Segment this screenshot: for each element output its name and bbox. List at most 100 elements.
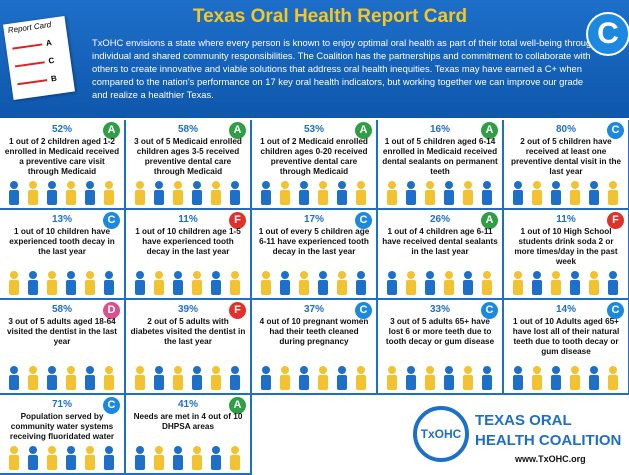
description: 2 out of 5 children have received at lea… (508, 137, 624, 177)
icon-row (130, 365, 246, 391)
line (17, 79, 47, 85)
person-icon (261, 280, 271, 295)
indicator-card: 39%F2 out of 5 adults with diabetes visi… (126, 300, 252, 395)
person-icon (532, 280, 542, 295)
person-icon (464, 366, 472, 374)
person-icon (608, 190, 618, 205)
person-icon (514, 181, 522, 189)
person-icon (174, 271, 182, 279)
icon-row (382, 180, 498, 206)
grade-letter: A (45, 38, 52, 48)
description: Population served by community water sys… (4, 412, 120, 442)
person-icon (47, 455, 57, 470)
person-icon (262, 181, 270, 189)
person-icon (357, 181, 365, 189)
person-icon (262, 271, 270, 279)
person-icon (28, 455, 38, 470)
person-icon (552, 181, 560, 189)
person-icon (463, 280, 473, 295)
person-icon (338, 366, 346, 374)
person-icon (173, 375, 183, 390)
description: 1 out of 4 children age 6-11 have receiv… (382, 227, 498, 257)
person-icon (193, 271, 201, 279)
person-icon (230, 280, 240, 295)
person-icon (48, 446, 56, 454)
person-icon (388, 181, 396, 189)
person-icon (319, 366, 327, 374)
person-icon (104, 375, 114, 390)
person-icon (590, 366, 598, 374)
icon-row (508, 270, 624, 296)
person-icon (230, 375, 240, 390)
person-icon (212, 366, 220, 374)
person-icon (155, 271, 163, 279)
person-icon (104, 280, 114, 295)
person-icon (280, 190, 290, 205)
person-icon (570, 375, 580, 390)
description: 1 out of 2 children aged 1-2 enrolled in… (4, 137, 120, 177)
person-icon (86, 181, 94, 189)
person-icon (86, 366, 94, 374)
intro: TxOHC envisions a state where every pers… (92, 36, 597, 101)
person-icon (608, 280, 618, 295)
description: 1 out of every 5 children age 6-11 have … (256, 227, 372, 257)
person-icon (85, 280, 95, 295)
person-icon (47, 280, 57, 295)
person-icon (66, 375, 76, 390)
person-icon (514, 366, 522, 374)
icon-row (508, 365, 624, 391)
person-icon (444, 375, 454, 390)
indicator-card: 41%ANeeds are met in 4 out of 10 DHPSA a… (126, 395, 252, 475)
person-icon (318, 375, 328, 390)
person-icon (609, 181, 617, 189)
person-icon (154, 280, 164, 295)
person-icon (211, 190, 221, 205)
person-icon (464, 271, 472, 279)
description: 4 out of 10 pregnant women had their tee… (256, 317, 372, 347)
person-icon (173, 280, 183, 295)
icon-row (4, 180, 120, 206)
person-icon (192, 190, 202, 205)
description: 1 out of 5 children aged 6-14 enrolled i… (382, 137, 498, 177)
person-icon (356, 280, 366, 295)
person-icon (532, 375, 542, 390)
person-icon (29, 446, 37, 454)
person-icon (444, 190, 454, 205)
person-icon (590, 271, 598, 279)
person-icon (105, 181, 113, 189)
person-icon (482, 280, 492, 295)
person-icon (514, 271, 522, 279)
indicator-card: 16%A1 out of 5 children aged 6-14 enroll… (378, 120, 504, 210)
person-icon (211, 375, 221, 390)
description: 1 out of 10 High School students drink s… (508, 227, 624, 267)
icon-row (256, 270, 372, 296)
grade-letter: C (48, 56, 55, 66)
person-icon (387, 190, 397, 205)
person-icon (105, 446, 113, 454)
person-icon (589, 280, 599, 295)
person-icon (86, 271, 94, 279)
person-icon (67, 366, 75, 374)
person-icon (444, 280, 454, 295)
person-icon (193, 446, 201, 454)
person-icon (67, 446, 75, 454)
person-icon (552, 366, 560, 374)
person-icon (357, 271, 365, 279)
person-icon (533, 271, 541, 279)
icon-row (4, 270, 120, 296)
person-icon (28, 375, 38, 390)
person-icon (48, 366, 56, 374)
report-card-page: Report Card A C B Texas Oral Health Repo… (0, 0, 629, 475)
icon-row (256, 365, 372, 391)
person-icon (67, 271, 75, 279)
person-icon (105, 366, 113, 374)
person-icon (464, 181, 472, 189)
person-icon (482, 190, 492, 205)
person-icon (425, 190, 435, 205)
person-icon (174, 181, 182, 189)
person-icon (551, 190, 561, 205)
icon-row (508, 180, 624, 206)
logo-url: www.TxOHC.org (515, 454, 586, 464)
icon-row (382, 365, 498, 391)
person-icon (319, 181, 327, 189)
